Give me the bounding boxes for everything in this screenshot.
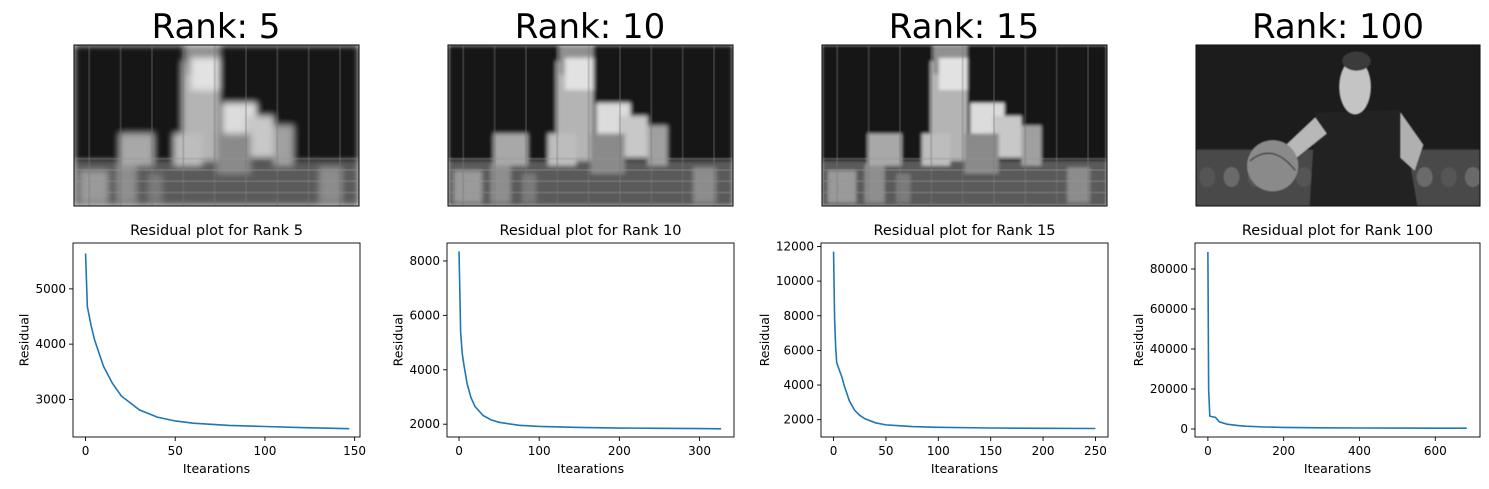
x-tick-label: 300 <box>688 444 711 458</box>
y-tick-label: 8000 <box>409 254 440 268</box>
image-frame <box>821 44 1108 207</box>
x-tick-label: 150 <box>343 444 366 458</box>
y-axis-label: Residual <box>391 314 406 367</box>
x-axis-label: Itearations <box>1304 461 1371 476</box>
image-frame <box>447 44 734 207</box>
image-title-rank-100: Rank: 100 <box>1252 7 1424 47</box>
x-tick-label: 100 <box>253 444 276 458</box>
y-axis-label: Residual <box>1131 314 1146 367</box>
y-tick-label: 2000 <box>409 417 440 431</box>
y-tick-label: 3000 <box>35 392 66 406</box>
image-rank-10 <box>448 45 733 206</box>
residual-line <box>1207 251 1467 430</box>
plot-title: Residual plot for Rank 100 <box>1242 223 1433 239</box>
x-tick-label: 200 <box>1032 444 1055 458</box>
y-tick-label: 4000 <box>783 378 814 392</box>
y-tick-label: 60000 <box>1150 302 1188 316</box>
y-tick-label: 6000 <box>409 308 440 322</box>
y-axis-label: Residual <box>17 314 32 367</box>
x-tick-label: 0 <box>830 444 838 458</box>
plot-frame <box>72 242 361 438</box>
plot-frame <box>446 242 735 438</box>
y-tick-label: 20000 <box>1150 382 1188 396</box>
x-tick-label: 400 <box>1348 444 1371 458</box>
y-tick-label: 10000 <box>776 274 814 288</box>
image-rank-100 <box>1196 45 1480 206</box>
image-rank-15 <box>822 45 1107 206</box>
y-tick-label: 2000 <box>783 413 814 427</box>
x-tick-label: 150 <box>979 444 1002 458</box>
y-tick-label: 40000 <box>1150 342 1188 356</box>
y-tick-label: 4000 <box>409 363 440 377</box>
x-axis-label: Itearations <box>931 461 998 476</box>
y-tick-label: 5000 <box>35 282 66 296</box>
plot-title: Residual plot for Rank 15 <box>873 223 1055 239</box>
x-tick-label: 50 <box>168 444 183 458</box>
x-tick-label: 50 <box>878 444 893 458</box>
x-tick-label: 0 <box>1204 444 1212 458</box>
residual-line <box>832 251 1096 430</box>
plot-title: Residual plot for Rank 10 <box>499 223 681 239</box>
y-tick-label: 12000 <box>776 239 814 253</box>
y-axis-label: Residual <box>757 314 772 367</box>
image-title-rank-10: Rank: 10 <box>515 7 665 47</box>
image-title-rank-15: Rank: 15 <box>889 7 1039 47</box>
image-frame <box>73 44 360 207</box>
x-axis-label: Itearations <box>183 461 250 476</box>
residual-line <box>458 251 722 430</box>
x-axis-label: Itearations <box>557 461 624 476</box>
residual-plot-rank-5: Residual plot for Rank 5 0 50 100 150 3000 400… <box>17 223 366 476</box>
x-tick-label: 200 <box>608 444 631 458</box>
residual-line <box>84 253 350 430</box>
y-tick-label: 6000 <box>783 343 814 357</box>
x-tick-label: 0 <box>82 444 90 458</box>
image-frame <box>1195 44 1481 207</box>
image-rank-5 <box>74 45 359 206</box>
y-tick-label: 8000 <box>783 309 814 323</box>
residual-plot-rank-100: Residual plot for Rank 100 0 200 400 600 0 200… <box>1131 223 1481 476</box>
x-tick-label: 100 <box>528 444 551 458</box>
residual-plot-rank-10: Residual plot for Rank 10 0 100 200 300 2000 4… <box>391 223 735 476</box>
plot-frame <box>820 242 1109 438</box>
y-tick-label: 4000 <box>35 337 66 351</box>
plot-frame <box>1194 242 1481 438</box>
x-tick-label: 0 <box>455 444 463 458</box>
x-tick-label: 250 <box>1084 444 1107 458</box>
x-tick-label: 200 <box>1272 444 1295 458</box>
y-tick-label: 80000 <box>1150 262 1188 276</box>
x-tick-label: 100 <box>927 444 950 458</box>
plot-title: Residual plot for Rank 5 <box>130 223 303 239</box>
image-title-rank-5: Rank: 5 <box>152 7 281 47</box>
x-tick-label: 600 <box>1424 444 1447 458</box>
y-tick-label: 0 <box>1180 422 1188 436</box>
residual-plot-rank-15: Residual plot for Rank 15 0 50 100 150 200 250… <box>757 223 1109 476</box>
